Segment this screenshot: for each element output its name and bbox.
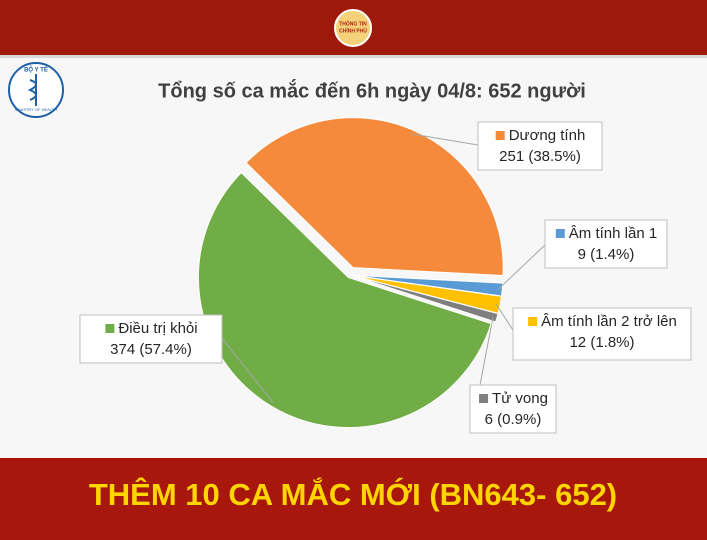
leader-line [495,303,514,331]
value-label: 251 (38.5%) [499,148,581,165]
label-box [477,121,603,171]
pie-slice [352,275,499,323]
logo-text: THÔNG TIN [339,19,367,27]
legend-swatch [479,394,489,403]
category-label: Điều trị khỏi [118,320,197,337]
pie-chart: Dương tính 251 (38.5%) Âm tính lần 1 9 (1.4… [79,117,692,434]
legend-swatch [555,229,565,238]
leader-line [411,133,479,146]
leader-line [221,337,274,403]
label-box [544,219,668,269]
pie-slice [245,117,504,277]
legend-swatch [528,317,538,326]
top-band-edge [0,55,707,58]
value-label: 12 (1.8%) [569,334,634,351]
bottom-band [0,458,707,540]
pie-slice [198,171,492,428]
value-label: 9 (1.4%) [578,246,635,263]
category-label: Âm tính lần 1 [569,225,657,242]
leader-line [497,244,546,290]
label-box [512,307,692,361]
category-label: Dương tính [509,127,586,144]
label-box [79,314,223,364]
headline: THÊM 10 CA MẮC MỚI (BN643- 652) [89,476,617,512]
logo-text: CHÍNH PHỦ [339,26,367,34]
legend-swatch [495,131,505,140]
leader-line [479,316,494,386]
ministry-emblem [27,74,37,106]
category-label: Âm tính lần 2 trở lên [541,313,677,330]
label-box [469,384,557,434]
ministry-name: BỘ Y TẾ [24,66,48,74]
category-label: Tử vong [492,390,548,407]
ministry-subtitle: MINISTRY OF HEALTH [15,107,57,112]
value-label: 6 (0.9%) [485,411,542,428]
value-label: 374 (57.4%) [110,341,192,358]
legend-swatch [105,324,115,333]
chart-title: Tổng số ca mắc đến 6h ngày 04/8: 652 ngư… [158,78,586,102]
government-logo [334,9,372,47]
